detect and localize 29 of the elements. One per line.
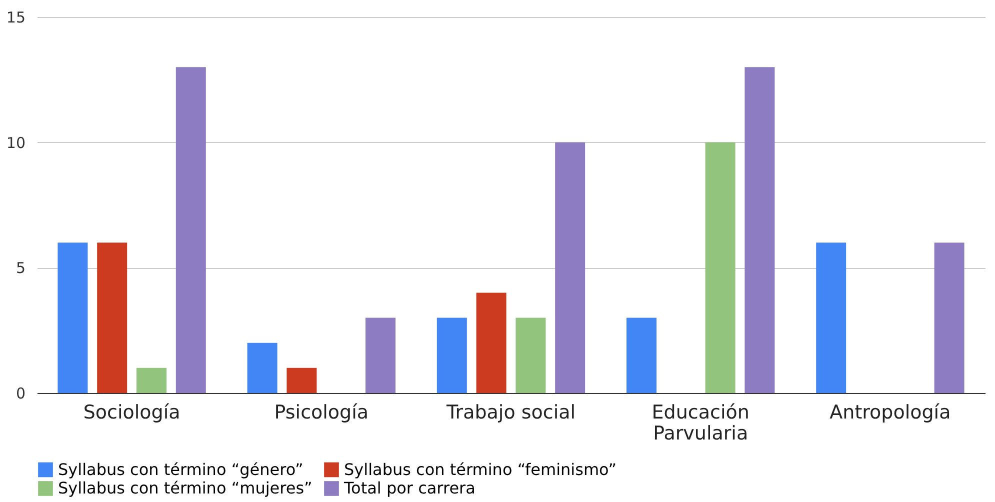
legend-label: Syllabus con término “feminismo” xyxy=(344,460,617,479)
bar xyxy=(136,368,166,393)
y-tick-label: 0 xyxy=(16,384,26,402)
x-tick-label: Educación Parvularia xyxy=(652,402,750,444)
bar xyxy=(476,292,506,393)
x-tick-label: Antropología xyxy=(830,402,951,424)
bar xyxy=(516,318,546,393)
bar xyxy=(555,142,586,393)
bar xyxy=(744,67,775,393)
bar xyxy=(97,242,128,393)
bar xyxy=(365,318,396,393)
bar xyxy=(436,318,467,393)
legend-label: Syllabus con término “género” xyxy=(58,460,304,479)
bar xyxy=(247,342,278,393)
bar xyxy=(705,142,736,393)
bar xyxy=(58,242,88,393)
y-tick-label: 15 xyxy=(6,8,26,26)
bar xyxy=(816,242,846,393)
y-tick-label: 10 xyxy=(6,134,26,152)
bar xyxy=(626,318,657,393)
legend-label: Total por carrera xyxy=(343,478,476,498)
x-tick-label: Sociología xyxy=(83,402,180,424)
x-tick-label: Trabajo social xyxy=(445,402,576,424)
x-tick-label: Psicología xyxy=(274,402,369,424)
bar xyxy=(934,242,964,393)
bar xyxy=(176,67,206,393)
y-tick-label: 5 xyxy=(16,259,26,278)
legend-label: Syllabus con término “mujeres” xyxy=(58,478,312,498)
bar xyxy=(286,368,317,393)
